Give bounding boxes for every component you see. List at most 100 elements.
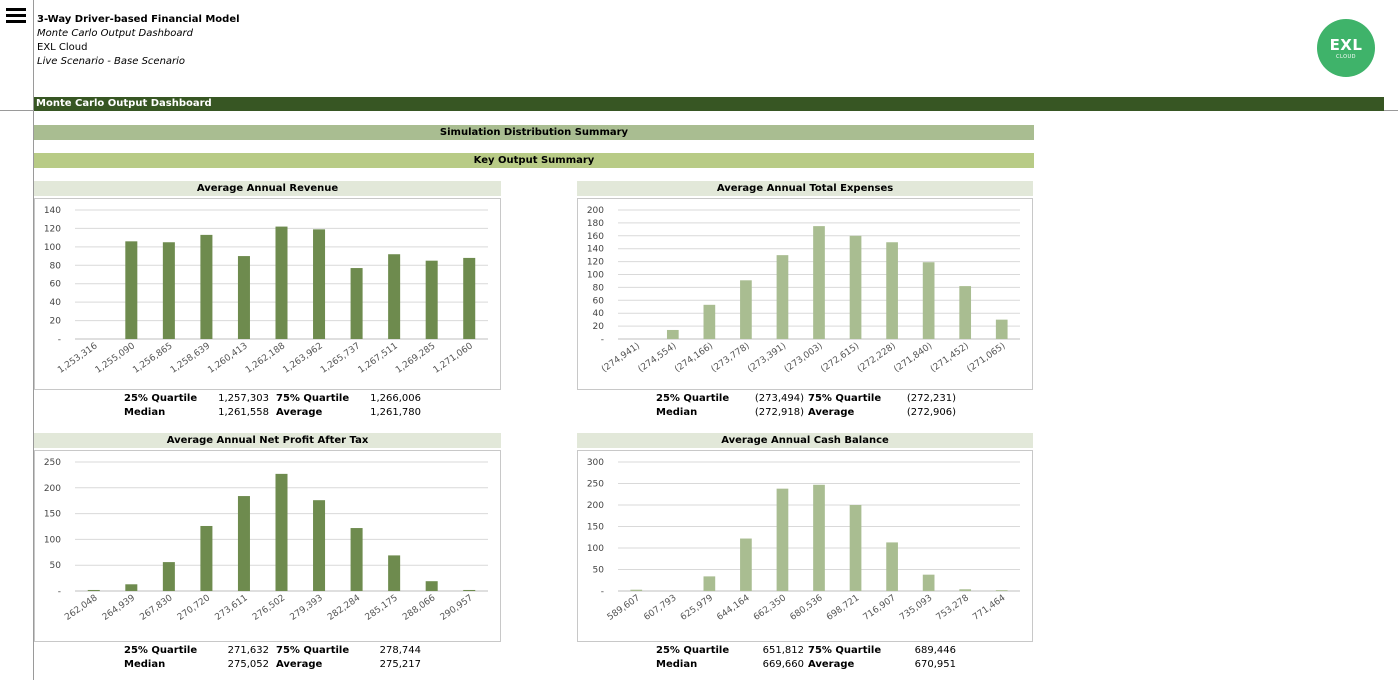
bar <box>87 589 100 591</box>
median-value: 1,261,558 <box>218 407 269 418</box>
bar <box>200 525 213 591</box>
company-name: EXL Cloud <box>37 42 88 53</box>
y-tick-label: 100 <box>587 271 604 281</box>
median-value: 275,052 <box>227 659 269 670</box>
x-tick-label: (273,003) <box>783 341 825 375</box>
bar <box>237 256 250 339</box>
bar <box>959 286 972 339</box>
expenses-chart: -20 40 60 80 100 120 140 160 180 200 (274,941) (274… <box>577 198 1033 390</box>
x-tick-label: 1,253,316 <box>56 341 99 376</box>
bar <box>162 242 175 339</box>
median-label: Median <box>656 659 698 670</box>
y-tick-label: - <box>58 587 61 597</box>
x-tick-label: (274,941) <box>600 341 642 375</box>
x-tick-label: 1,267,511 <box>357 341 400 375</box>
exl-cloud-logo: EXL CLOUD <box>1317 19 1375 77</box>
y-tick-label: 250 <box>587 480 604 490</box>
scenario-label: Live Scenario - Base Scenario <box>37 56 186 67</box>
x-tick-label: (274,554) <box>637 341 679 375</box>
median-label: Median <box>124 407 166 418</box>
y-tick-label: - <box>601 587 604 597</box>
bar <box>630 589 643 591</box>
bar <box>425 581 438 591</box>
x-tick-label: 267,830 <box>138 593 174 623</box>
x-tick-label: 1,262,188 <box>244 341 287 376</box>
median-value: (272,918) <box>754 407 804 418</box>
y-tick-label: 120 <box>44 224 61 234</box>
x-tick-label: 753,278 <box>935 593 971 623</box>
q25-label: 25% Quartile <box>124 645 198 656</box>
bar <box>776 488 789 591</box>
bar <box>388 555 401 591</box>
x-tick-label: 716,907 <box>862 593 898 623</box>
x-tick-label: 273,611 <box>213 593 249 623</box>
average-label: Average <box>276 659 323 670</box>
bar <box>776 255 789 339</box>
bar <box>125 241 138 339</box>
x-tick-label: 285,175 <box>364 593 400 623</box>
average-value: 275,217 <box>379 659 421 670</box>
bar <box>666 329 679 339</box>
x-tick-label: 662,350 <box>752 593 788 623</box>
bar <box>959 589 972 591</box>
q75-label: 75% Quartile <box>276 645 350 656</box>
x-tick-label: (271,452) <box>929 341 971 375</box>
x-tick-label: 1,260,413 <box>206 341 249 375</box>
x-tick-label: 735,093 <box>898 593 934 623</box>
net-profit-chart: - 50 100 150 200 250 262,048 264,939 267,830 270,… <box>34 450 501 642</box>
q75-value: 278,744 <box>379 645 421 656</box>
bar <box>922 574 935 591</box>
bar <box>275 226 288 339</box>
x-tick-label: 607,793 <box>642 593 678 623</box>
bar <box>237 496 250 591</box>
q75-value: 1,266,006 <box>370 393 421 404</box>
bar <box>813 484 825 591</box>
average-value: (272,906) <box>906 407 956 418</box>
y-tick-label: 80 <box>593 283 605 293</box>
x-tick-label: (271,840) <box>892 341 934 375</box>
bar <box>849 235 862 339</box>
revenue-chart: -20 40 60 80 100 120 140 1,253,316 1,255,090 1,25… <box>34 198 501 390</box>
y-tick-label: 150 <box>587 523 604 533</box>
revenue-chart-title: Average Annual Revenue <box>34 181 501 196</box>
hamburger-icon[interactable] <box>6 8 26 24</box>
y-tick-label: 140 <box>44 206 61 216</box>
cash-balance-chart-title: Average Annual Cash Balance <box>577 433 1033 448</box>
x-tick-label: (271,065) <box>965 341 1007 375</box>
y-tick-label: 120 <box>587 258 604 268</box>
x-tick-label: 264,939 <box>101 593 137 623</box>
x-tick-label: 288,066 <box>401 593 437 623</box>
y-tick-label: 20 <box>593 322 605 332</box>
average-value: 1,261,780 <box>370 407 421 418</box>
y-tick-label: 250 <box>44 458 61 468</box>
bar <box>313 500 326 591</box>
x-tick-label: 282,284 <box>326 593 362 623</box>
bar <box>350 528 363 591</box>
bar <box>388 254 401 339</box>
y-tick-label: 180 <box>587 219 604 229</box>
bar <box>995 590 1008 591</box>
q75-label: 75% Quartile <box>808 393 882 404</box>
median-label: Median <box>656 407 698 418</box>
bar <box>703 576 716 591</box>
median-value: 669,660 <box>762 659 804 670</box>
bar <box>125 584 138 591</box>
bar <box>922 262 935 339</box>
x-tick-label: 1,269,285 <box>394 341 437 375</box>
x-tick-label: 1,255,090 <box>94 341 137 376</box>
y-tick-label: 60 <box>50 280 62 290</box>
bar <box>350 268 363 339</box>
x-tick-label: 262,048 <box>63 593 99 623</box>
bar <box>886 542 898 591</box>
q25-value: 651,812 <box>762 645 804 656</box>
x-tick-label: 644,164 <box>715 593 751 623</box>
bar <box>703 304 716 339</box>
y-tick-label: 140 <box>587 245 604 255</box>
x-tick-label: 290,957 <box>439 593 475 623</box>
median-label: Median <box>124 659 166 670</box>
bar <box>886 242 898 339</box>
average-label: Average <box>808 659 855 670</box>
q25-value: (273,494) <box>754 393 804 404</box>
y-tick-label: 50 <box>50 561 62 571</box>
x-tick-label: 625,979 <box>679 593 715 623</box>
